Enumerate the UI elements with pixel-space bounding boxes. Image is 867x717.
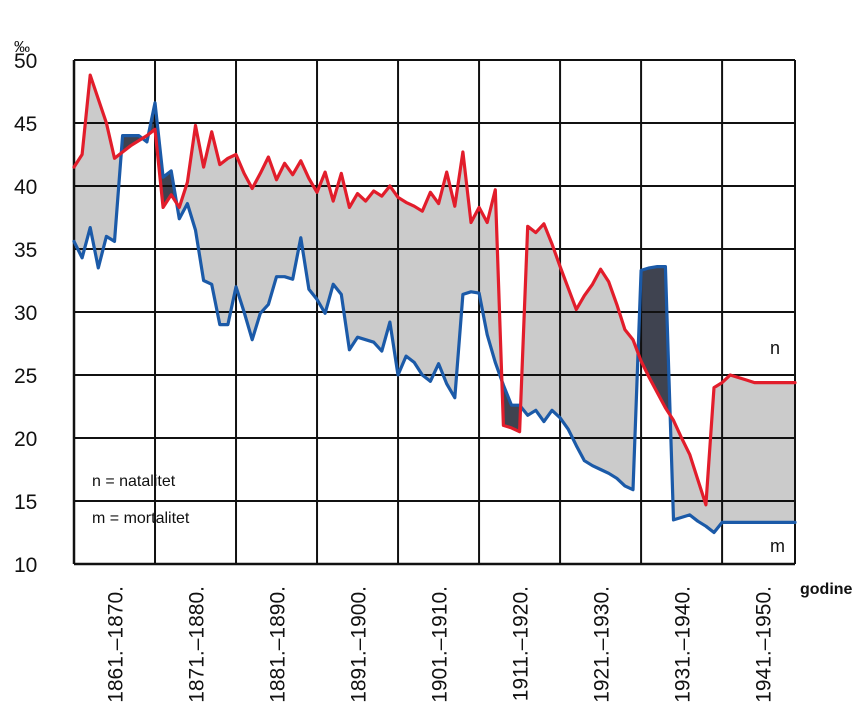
fill-region-dark-7	[637, 266, 670, 415]
x-axis-label: godine	[800, 581, 853, 598]
fill-region-light-4	[176, 125, 502, 398]
x-tick-label-8: 1941.–1950.	[753, 586, 776, 703]
x-tick-label-4: 1901.–1910.	[429, 586, 452, 703]
y-tick-label-20: 20	[14, 428, 37, 451]
series-label-n: n	[770, 338, 780, 358]
series-label-m: m	[770, 536, 785, 556]
y-axis-label: ‰	[14, 39, 30, 56]
y-tick-label-45: 45	[14, 113, 37, 136]
x-tick-label-1: 1871.–1880.	[186, 586, 209, 703]
y-tick-label-15: 15	[14, 491, 37, 514]
y-tick-label-40: 40	[14, 176, 37, 199]
y-tick-label-30: 30	[14, 302, 37, 325]
legend-entry-m: m = mortalitet	[92, 510, 190, 527]
y-tick-label-50: 50	[14, 50, 37, 73]
legend-entry-n: n = natalitet	[92, 473, 176, 490]
lines-layer	[72, 73, 797, 535]
text-layer: ‰ godine n = natalitet m = mortalitet n …	[14, 39, 853, 703]
x-tick-label-5: 1911.–1920.	[510, 586, 533, 701]
grid-layer	[72, 59, 796, 566]
y-tick-label-35: 35	[14, 239, 37, 262]
series-line-n	[72, 73, 797, 507]
x-tick-label-7: 1931.–1940.	[672, 586, 695, 703]
x-tick-label-3: 1891.–1900.	[348, 586, 371, 703]
x-tick-label-0: 1861.–1870.	[105, 586, 128, 703]
series-line-m	[72, 101, 797, 535]
y-tick-label-25: 25	[14, 365, 37, 388]
x-tick-label-2: 1881.–1890.	[267, 586, 290, 703]
y-tick-label-10: 10	[14, 554, 37, 577]
x-tick-label-6: 1921.–1930.	[591, 586, 614, 703]
fill-layer	[74, 75, 795, 533]
fill-region-light-6	[520, 223, 638, 490]
